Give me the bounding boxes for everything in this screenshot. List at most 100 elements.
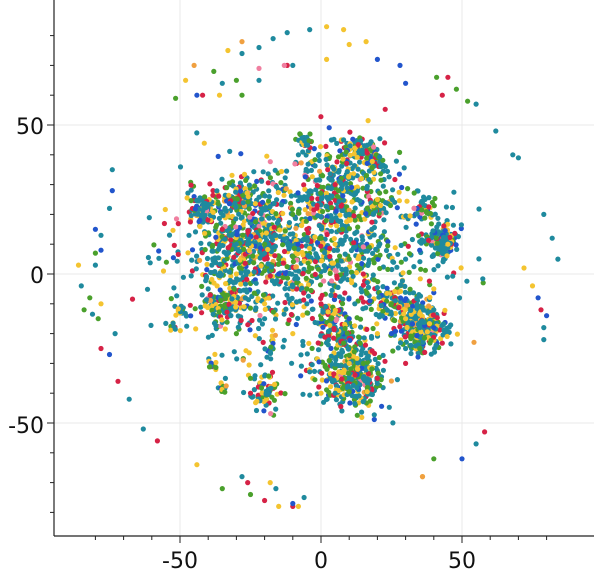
scatter-point — [382, 140, 388, 146]
scatter-point — [301, 266, 307, 272]
scatter-point — [311, 368, 318, 374]
scatter-point — [213, 234, 219, 240]
scatter-point — [433, 235, 439, 241]
scatter-point — [228, 306, 234, 312]
scatter-point — [261, 408, 267, 414]
scatter-point — [319, 292, 325, 298]
scatter-point — [370, 272, 376, 278]
scatter-point — [239, 50, 245, 57]
y-tick-label: -50 — [8, 414, 44, 439]
scatter-point — [364, 326, 370, 332]
scatter-point — [404, 198, 410, 204]
scatter-point — [336, 387, 342, 394]
scatter-point — [173, 216, 180, 222]
scatter-point — [241, 304, 247, 310]
scatter-point — [328, 353, 334, 359]
scatter-point — [295, 241, 301, 247]
scatter-point — [239, 92, 245, 98]
scatter-point — [389, 266, 395, 273]
scatter-point — [304, 301, 310, 307]
scatter-point — [347, 337, 353, 343]
scatter-point — [180, 274, 186, 280]
scatter-point — [403, 360, 409, 366]
scatter-point — [368, 139, 374, 145]
scatter-point — [252, 307, 258, 313]
scatter-point — [315, 152, 322, 159]
scatter-point — [233, 271, 239, 277]
scatter-point — [246, 350, 252, 356]
scatter-point — [237, 180, 243, 186]
scatter-point — [452, 230, 458, 236]
scatter-point — [226, 180, 232, 186]
scatter-point — [295, 152, 301, 158]
scatter-point — [213, 364, 219, 371]
scatter-point — [223, 281, 229, 287]
scatter-point — [215, 201, 221, 207]
scatter-point — [284, 275, 291, 281]
scatter-point — [397, 62, 403, 68]
scatter-point — [200, 211, 206, 217]
scatter-point — [267, 349, 273, 355]
scatter-point — [360, 271, 366, 277]
scatter-point — [343, 234, 349, 240]
scatter-point — [333, 397, 339, 403]
scatter-point — [403, 345, 409, 352]
scatter-point — [344, 160, 350, 166]
scatter-point — [407, 286, 413, 292]
scatter-point — [408, 333, 414, 339]
scatter-point — [224, 256, 230, 262]
scatter-point — [126, 396, 132, 402]
scatter-point — [258, 245, 264, 251]
scatter-point — [272, 316, 279, 322]
scatter-point — [328, 200, 334, 206]
scatter-point — [396, 198, 402, 204]
scatter-point — [183, 77, 189, 83]
scatter-point — [346, 207, 352, 213]
scatter-point — [383, 247, 390, 254]
scatter-point — [163, 259, 169, 265]
scatter-point — [423, 209, 429, 215]
scatter-point — [377, 265, 383, 272]
scatter-point — [205, 217, 211, 223]
scatter-point — [258, 362, 264, 368]
scatter-point — [258, 385, 265, 391]
scatter-point — [217, 261, 223, 267]
scatter-point — [145, 254, 151, 261]
scatter-point — [431, 307, 437, 313]
scatter-point — [368, 333, 375, 340]
scatter-point — [435, 215, 441, 221]
scatter-point — [226, 232, 232, 238]
scatter-point — [360, 375, 366, 381]
scatter-point — [334, 273, 340, 279]
scatter-point — [259, 208, 265, 214]
scatter-point — [374, 331, 380, 337]
scatter-point — [377, 252, 383, 258]
scatter-point — [307, 131, 313, 137]
scatter-point — [541, 325, 547, 331]
scatter-point — [98, 247, 104, 253]
scatter-point — [262, 241, 268, 247]
scatter-point — [257, 237, 263, 243]
scatter-point — [160, 268, 167, 274]
scatter-point — [188, 273, 194, 279]
scatter-point — [204, 267, 210, 273]
scatter-point — [395, 345, 401, 351]
scatter-point — [267, 273, 273, 279]
scatter-point — [325, 309, 331, 315]
scatter-point — [256, 77, 262, 83]
scatter-point — [421, 194, 427, 200]
scatter-point — [334, 223, 340, 229]
scatter-point — [206, 364, 213, 370]
scatter-point — [282, 270, 288, 276]
scatter-point — [403, 256, 409, 262]
scatter-point — [239, 474, 245, 480]
scatter-point — [415, 350, 421, 356]
scatter-point — [240, 192, 246, 198]
scatter-point — [297, 194, 303, 200]
scatter-point — [173, 95, 179, 101]
scatter-point — [421, 307, 427, 313]
scatter-point — [255, 296, 261, 302]
scatter-point — [346, 352, 352, 358]
scatter-point — [538, 307, 544, 313]
scatter-point — [322, 362, 328, 368]
